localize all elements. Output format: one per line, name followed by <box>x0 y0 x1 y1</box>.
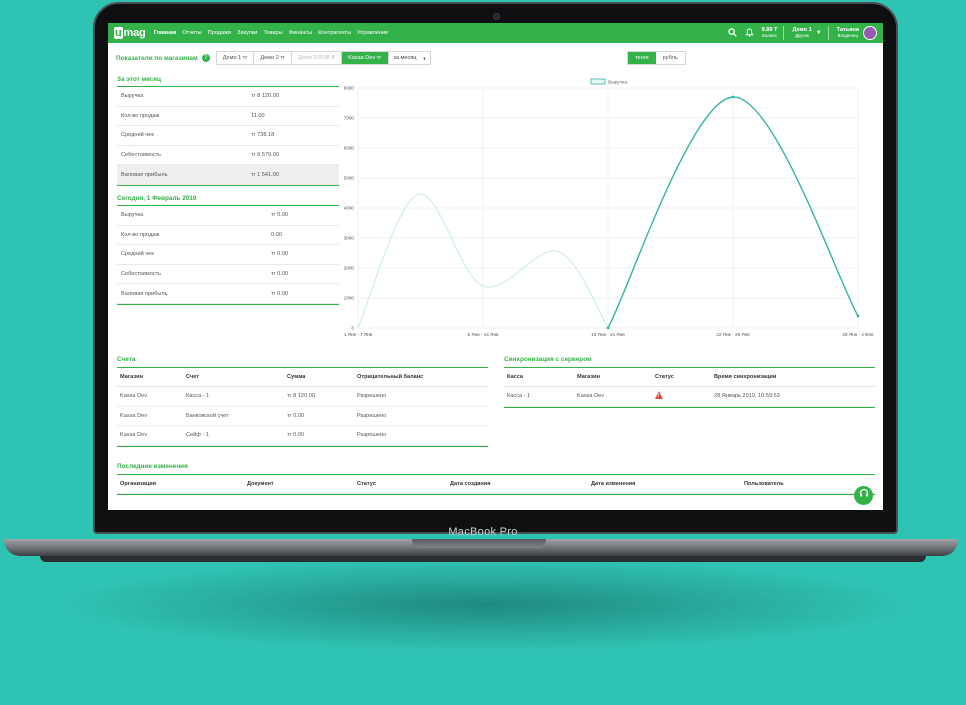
headset-icon <box>859 488 868 497</box>
month-stats-title: За этот месяц <box>117 76 339 87</box>
legend-label: Выручка <box>608 80 627 86</box>
stat-row: Кол-во продаж 0.00 <box>117 226 339 246</box>
stat-row: Валовая прибыль тг 1 541.00 <box>117 165 339 185</box>
table-row[interactable]: Kassa Dev Банковской счет тг 0.00 Разреш… <box>117 407 488 427</box>
y-tick-label: 0 <box>351 326 354 331</box>
store-option-selected[interactable]: Kassa Dev тг <box>342 52 389 64</box>
revenue-chart: 0 1000 2000 3000 4000 5000 6000 7000 8000 1 Янв -… <box>344 78 874 337</box>
x-tick-label: 29 Янв - 4 Фев <box>842 332 874 337</box>
table-header: Касса Магазин Статус Время синхронизации <box>504 368 875 387</box>
device-label: MacBook Pro <box>448 526 518 538</box>
changes-table: Последние изменения Организация Документ… <box>117 463 875 495</box>
divider <box>117 184 339 186</box>
data-point <box>606 326 610 330</box>
stat-row: Себестоимость тг 6 579.00 <box>117 146 339 166</box>
nav-item-sales[interactable]: Продажи <box>207 30 232 36</box>
store-option[interactable]: Демо 2 тг <box>254 52 293 64</box>
avatar[interactable] <box>863 26 877 40</box>
stat-row: Средний чек тг 0.00 <box>117 245 339 265</box>
stat-row: Себестоимость тг 0.00 <box>117 265 339 285</box>
logo[interactable]: u mag <box>114 27 146 39</box>
divider <box>117 303 339 305</box>
x-tick-label: 22 Янв - 28 Янв <box>716 332 750 337</box>
currency-toggle: тенге рубль <box>627 51 686 65</box>
table-header: Магазин Счет Сумма Отрицательный баланс <box>117 368 488 387</box>
nav-item-purchases[interactable]: Закупки <box>237 30 258 36</box>
stat-row: Выручка тг 0.00 <box>117 206 339 226</box>
month-stats: За этот месяц Выручка тг 8 120.00 Кол-во … <box>117 76 339 186</box>
laptop-notch <box>412 539 546 548</box>
y-tick-label: 4000 <box>344 206 355 211</box>
x-tick-label: 1 Янв - 7 Янв <box>344 332 373 337</box>
laptop-base-edge <box>40 556 926 562</box>
nav-divider <box>827 26 829 40</box>
company-switcher[interactable]: Демо 1 Другие <box>792 27 812 38</box>
camera <box>493 13 500 20</box>
legend-swatch <box>590 78 606 85</box>
user-menu[interactable]: Татьяна Владелец <box>836 27 859 38</box>
data-point <box>856 314 860 318</box>
top-nav: u mag Главная Отчеты Продажи Закупки Това… <box>108 23 883 43</box>
laptop-shadow <box>70 560 900 650</box>
nav-divider <box>783 26 785 40</box>
y-tick-label: 6000 <box>344 146 355 151</box>
stat-row: Выручка тг 8 120.00 <box>117 87 339 107</box>
nav-item-products[interactable]: Товары <box>263 30 283 36</box>
divider <box>117 494 875 495</box>
store-selector: Демо 1 тг Демо 2 тг Демо 3 RUB ₽ Kassa D… <box>215 51 390 65</box>
sync-title: Синхронизация с сервером <box>504 356 875 368</box>
changes-title: Последние изменения <box>117 463 875 475</box>
x-tick-label: 8 Янв - 14 Янв <box>468 332 499 337</box>
currency-ruble[interactable]: рубль <box>662 55 678 61</box>
chevron-down-icon[interactable]: ▼ <box>815 30 822 36</box>
nav-item-management[interactable]: Управление <box>357 30 389 36</box>
search-icon[interactable] <box>727 27 737 39</box>
page-title: Показатели по магазинам <box>116 54 198 62</box>
accounts-table: Счета Магазин Счет Сумма Отрицательный б… <box>117 356 488 447</box>
bell-icon[interactable] <box>744 27 754 39</box>
chevron-down-icon: ▼ <box>422 55 427 61</box>
accounts-title: Счета <box>117 356 488 368</box>
data-point <box>731 95 735 99</box>
divider <box>117 445 488 447</box>
stat-row: Средний чек тг 738.18 <box>117 126 339 146</box>
y-tick-label: 5000 <box>344 176 355 181</box>
currency-tenge[interactable]: тенге <box>628 52 656 64</box>
table-row[interactable]: Kassa Dev Сейф - 1 тг 0.00 Разрешено <box>117 426 488 446</box>
stat-row: Валовая прибыль тг 0.00 <box>117 284 339 304</box>
y-tick-label: 2000 <box>344 266 355 271</box>
help-icon[interactable]: ? <box>201 54 210 62</box>
warning-icon <box>655 391 663 400</box>
store-option[interactable]: Демо 1 тг <box>217 52 255 64</box>
today-stats-title: Сегодня, 1 Февраль 2019 <box>117 195 339 206</box>
table-header: Организация Документ Статус Дата создани… <box>117 475 875 494</box>
stat-row: Кол-во продаж 11.00 <box>117 107 339 127</box>
y-tick-label: 8000 <box>344 86 355 91</box>
table-row[interactable]: Kassa Dev Касса - 1 тг 8 120.00 Разрешен… <box>117 387 488 407</box>
period-select[interactable]: за месяц ▼ <box>389 51 432 65</box>
nav-right: 9.89 T Баланс Демо 1 Другие ▼ Татьяна Вл… <box>720 26 877 40</box>
store-toolbar: Показатели по магазинам ? Демо 1 тг Демо… <box>116 51 432 65</box>
support-chat-button[interactable] <box>854 486 873 505</box>
y-tick-label: 7000 <box>344 116 355 121</box>
today-stats: Сегодня, 1 Февраль 2019 Выручка тг 0.00 К… <box>117 195 339 305</box>
sync-table: Синхронизация с сервером Касса Магазин С… <box>504 356 875 408</box>
app-screen: u mag Главная Отчеты Продажи Закупки Това… <box>108 23 883 510</box>
y-tick-label: 3000 <box>344 236 355 241</box>
store-option[interactable]: Демо 3 RUB ₽ <box>292 52 343 64</box>
faded-series-line <box>357 193 609 329</box>
divider <box>504 406 875 408</box>
y-tick-label: 1000 <box>344 296 355 301</box>
x-tick-label: 15 Янв - 21 Янв <box>591 332 625 337</box>
nav-item-contractors[interactable]: Контрагенты <box>318 30 352 36</box>
nav-item-main[interactable]: Главная <box>153 30 177 36</box>
table-row[interactable]: Касса - 1 Kassa Dev 28 Январь 2019, 10:5… <box>504 387 875 407</box>
nav-item-finance[interactable]: Финансы <box>288 30 313 36</box>
balance[interactable]: 9.89 T Баланс <box>761 27 778 38</box>
nav-item-reports[interactable]: Отчеты <box>182 30 202 36</box>
